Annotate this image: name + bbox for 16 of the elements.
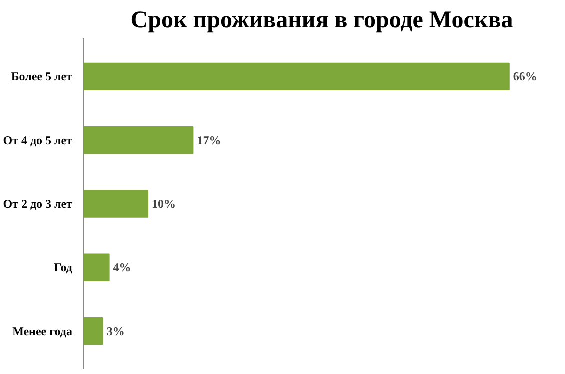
data-label: 10%: [152, 197, 176, 211]
chart-title: Срок проживания в городе Москва: [130, 8, 514, 34]
y-tick-label: Год: [54, 260, 73, 275]
data-label: 17%: [197, 133, 222, 148]
y-tick-label: Более 5 лет: [11, 70, 73, 84]
bar: [84, 254, 110, 282]
bar: [84, 126, 194, 154]
bar: [84, 317, 104, 346]
y-tick-label: Менее года: [12, 324, 72, 338]
bar: [84, 190, 149, 218]
y-tick-label: От 2 до 3 лет: [3, 197, 73, 211]
data-label: 4%: [113, 260, 132, 275]
bar: [84, 62, 510, 91]
data-label: 3%: [106, 324, 125, 338]
data-label: 66%: [513, 70, 538, 84]
y-tick-label: От 4 до 5 лет: [3, 133, 73, 148]
